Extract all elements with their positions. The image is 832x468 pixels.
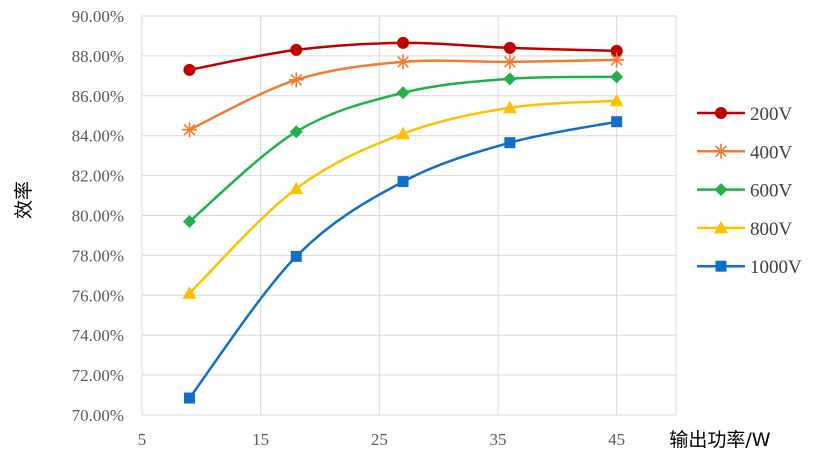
y-tick-label: 74.00%: [72, 326, 124, 345]
legend-marker: [714, 220, 728, 234]
series-lines: [181, 36, 625, 404]
data-point: [396, 86, 410, 100]
gridlines: [141, 15, 676, 416]
y-tick-label: 70.00%: [72, 406, 124, 425]
data-point: [290, 43, 303, 56]
data-point: [288, 72, 304, 88]
data-point: [610, 70, 624, 84]
y-tick-label: 78.00%: [72, 246, 124, 265]
y-axis-title: 效率: [13, 181, 35, 219]
legend-marker: [715, 260, 727, 272]
legend-marker: [715, 107, 727, 119]
data-point: [503, 72, 517, 86]
data-point: [504, 137, 516, 149]
data-point: [503, 41, 516, 54]
data-point: [397, 176, 409, 188]
legend-label: 800V: [750, 219, 793, 240]
data-point: [183, 392, 195, 404]
series-line: [188, 120, 617, 399]
y-tick-label: 76.00%: [72, 286, 124, 305]
y-tick-label: 86.00%: [72, 87, 124, 106]
x-tick-labels: 5 15 25 35 45: [138, 430, 625, 449]
data-point: [396, 126, 411, 140]
legend-marker: [713, 143, 729, 159]
y-tick-label: 90.00%: [72, 7, 124, 26]
data-point: [181, 122, 197, 138]
data-point: [397, 36, 410, 49]
data-point: [289, 181, 304, 195]
x-tick-label: 45: [608, 430, 625, 449]
data-point: [610, 44, 623, 57]
x-tick-label: 25: [371, 430, 388, 449]
y-tick-labels: 70.00% 72.00% 74.00% 76.00% 78.00% 80.00% 82.0…: [72, 7, 124, 425]
x-axis-title: 输出功率/W: [669, 429, 770, 451]
y-tick-label: 84.00%: [72, 127, 124, 146]
data-point: [183, 63, 196, 76]
data-point: [289, 125, 303, 139]
y-tick-label: 88.00%: [72, 47, 124, 66]
data-point: [290, 250, 302, 262]
data-point: [182, 214, 196, 228]
legend-label: 600V: [750, 181, 793, 202]
y-tick-label: 80.00%: [72, 207, 124, 226]
data-point: [611, 116, 623, 128]
data-point: [609, 52, 625, 68]
data-point: [395, 54, 411, 70]
legend-marker: [714, 183, 728, 197]
data-point: [182, 286, 197, 299]
data-point: [502, 54, 518, 70]
data-point: [609, 93, 624, 107]
y-tick-label: 82.00%: [72, 167, 124, 186]
legend: 200V 400V 600V 800V 1000V: [697, 104, 802, 278]
x-tick-label: 35: [490, 430, 507, 449]
x-tick-label: 15: [252, 430, 269, 449]
legend-label: 200V: [750, 104, 793, 125]
x-tick-label: 5: [138, 430, 147, 449]
legend-label: 400V: [750, 142, 793, 163]
data-point: [502, 100, 517, 114]
legend-label: 1000V: [750, 257, 802, 278]
y-tick-label: 72.00%: [72, 366, 124, 385]
